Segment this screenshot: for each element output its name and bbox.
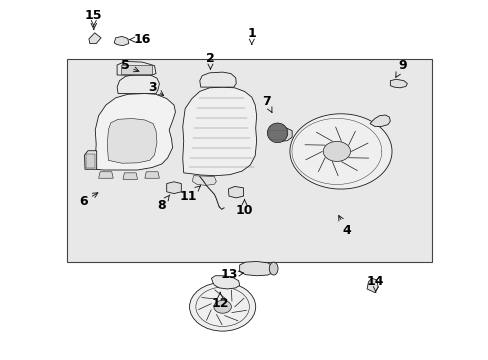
Text: 13: 13 (220, 268, 243, 281)
Polygon shape (117, 62, 156, 75)
Text: 4: 4 (338, 216, 350, 237)
Bar (120, 65, 152, 74)
Polygon shape (239, 261, 273, 276)
Polygon shape (114, 36, 128, 46)
Text: 8: 8 (157, 195, 169, 212)
Polygon shape (166, 182, 181, 194)
Text: 5: 5 (121, 59, 139, 72)
Ellipse shape (269, 262, 278, 275)
Bar (86, 154, 95, 168)
Polygon shape (366, 278, 377, 293)
Text: 9: 9 (395, 59, 406, 77)
Circle shape (189, 283, 255, 331)
Text: 14: 14 (366, 275, 384, 292)
Polygon shape (192, 176, 216, 185)
Polygon shape (107, 118, 157, 163)
Polygon shape (211, 276, 239, 289)
Circle shape (213, 300, 231, 313)
Polygon shape (89, 33, 101, 44)
Polygon shape (117, 73, 159, 94)
Polygon shape (289, 114, 391, 189)
Text: 1: 1 (247, 27, 256, 44)
Text: 2: 2 (205, 52, 214, 69)
Text: 10: 10 (235, 199, 253, 217)
Text: 3: 3 (147, 81, 163, 96)
Ellipse shape (267, 123, 287, 143)
Polygon shape (95, 94, 175, 170)
Text: 11: 11 (180, 186, 200, 203)
Polygon shape (183, 87, 256, 176)
Polygon shape (200, 72, 236, 87)
Text: 6: 6 (80, 193, 98, 208)
Text: 15: 15 (85, 9, 102, 26)
Polygon shape (99, 172, 113, 178)
Polygon shape (122, 173, 137, 179)
Polygon shape (228, 186, 243, 198)
Text: 7: 7 (262, 95, 271, 112)
Polygon shape (144, 172, 159, 178)
Polygon shape (84, 151, 97, 169)
Polygon shape (269, 126, 291, 141)
Text: 16: 16 (129, 33, 151, 46)
Bar (67, 59, 431, 262)
Text: 12: 12 (211, 292, 228, 310)
Polygon shape (369, 115, 389, 126)
Polygon shape (389, 79, 407, 88)
Circle shape (323, 141, 350, 161)
